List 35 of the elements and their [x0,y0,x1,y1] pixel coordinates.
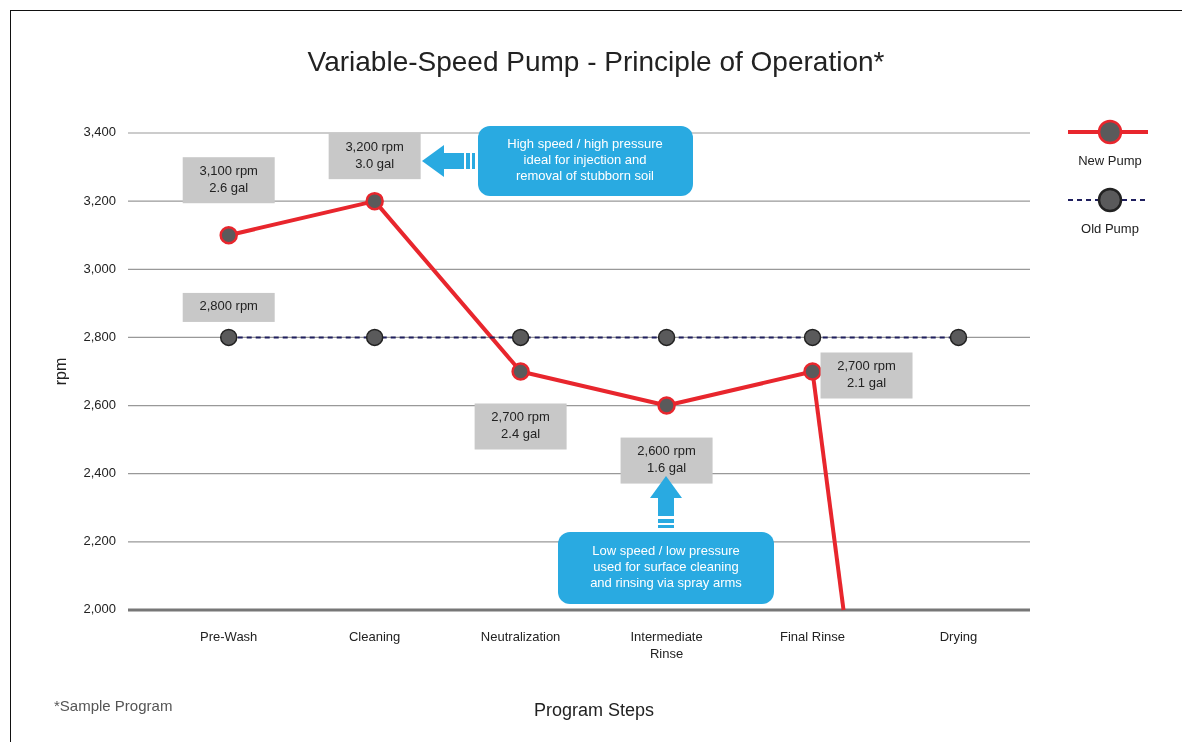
legend-label: New Pump [1078,153,1142,169]
legend-label: Old Pump [1081,221,1139,237]
y-tick-label: 2,000 [83,601,116,617]
data-label: 3,200 rpm 3.0 gal [345,139,404,172]
x-tick-label: Intermediate Rinse [630,628,703,661]
data-label: 2,700 rpm 2.4 gal [491,409,550,442]
data-label: 3,100 rpm 2.6 gal [199,163,258,196]
point [657,396,676,415]
y-tick-label: 2,600 [83,397,116,413]
callout-box: Low speed / low pressure used for surface cleaning and rinsing via spray arms [558,532,774,604]
annotation: High speed / high pressure ideal for injection and removal of stubborn soil [507,136,663,184]
annotation: Low speed / low pressure used for surface cleaning and rinsing via spray arms [590,543,743,591]
chart-title: Variable-Speed Pump - Principle of Operation* [307,46,885,78]
data-label: 2,600 rpm 1.6 gal [637,443,696,476]
x-tick-label: Drying [939,629,978,645]
y-tick-label: 3,400 [83,124,116,140]
y-tick-label: 2,800 [83,328,116,344]
point [219,225,238,245]
y-tick-label: 2,400 [83,465,116,481]
y-axis-title: rpm [52,357,70,386]
x-axis-title: Program Steps [533,699,655,720]
point [511,362,530,381]
data-label: 2,700 rpm 2.1 gal [837,358,896,391]
x-tick-label: Pre-Wash [200,629,258,645]
x-tick-label: Cleaning [349,629,401,645]
callout-box: High speed / high pressure ideal for injection and removal of stubborn soil [478,126,693,196]
text: *Sample Program [54,696,173,714]
data-label: 2,800 rpm [199,298,258,314]
y-tick-label: 2,200 [83,533,116,549]
point [803,362,822,381]
y-tick-label: 3,000 [83,260,116,276]
x-tick-label: Final Rinse [780,629,846,645]
x-tick-label: Neutralization [480,629,561,645]
point [365,191,384,211]
y-tick-label: 3,200 [83,192,116,208]
